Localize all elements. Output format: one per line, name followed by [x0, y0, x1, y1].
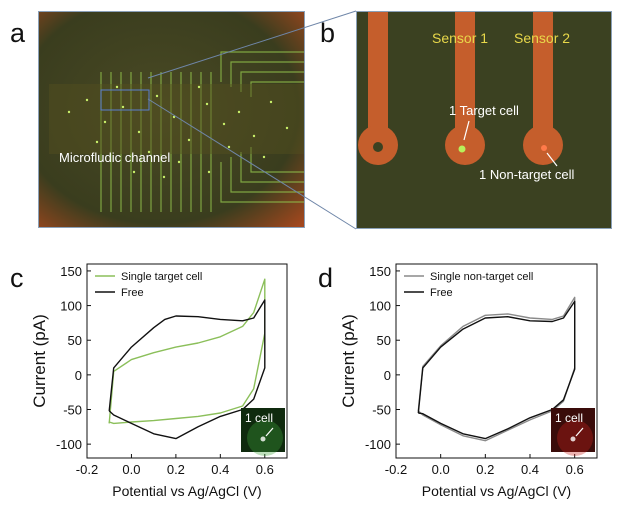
inset-image	[551, 408, 595, 452]
y-tick-label: 50	[377, 333, 391, 348]
y-tick-label: -50	[372, 403, 391, 418]
cv-chart-d: -0.2 0.0 0.2 0.4 0.6 150 100 50 0 -50 -100 Potentia…	[309, 250, 619, 505]
inset-label: 1 cell	[555, 411, 583, 425]
panel-b-letter: b	[320, 18, 336, 48]
x-tick-label: -0.2	[385, 462, 407, 477]
y-tick-label: 0	[75, 368, 82, 383]
inset-cell	[570, 436, 576, 442]
y-axis-label: Current (pA)	[339, 314, 358, 408]
legend-label: Free	[121, 287, 144, 299]
panel-c-letter: c	[10, 263, 24, 293]
y-tick-label: 100	[60, 299, 82, 314]
y-tick-label: 50	[68, 333, 82, 348]
series-line-1	[417, 300, 576, 440]
series-line-1	[108, 299, 266, 440]
inset-image	[241, 408, 285, 452]
target-cell	[458, 145, 466, 153]
cv-chart-c-svg: -0.2 0.0 0.2 0.4 0.6 150 100 50 0 -50 -100 Potentia…	[30, 263, 288, 499]
inset-arrow	[575, 427, 584, 437]
nontarget-cell-label: 1 Non-target cell	[479, 167, 574, 182]
panel-d-letter: d	[318, 263, 334, 293]
x-axis-label: Potential vs Ag/AgCl (V)	[112, 483, 261, 499]
inset-label: 1 cell	[245, 411, 273, 425]
x-tick-label: 0.6	[256, 462, 274, 477]
y-tick-label: 0	[384, 368, 391, 383]
channel	[49, 84, 304, 154]
x-tick-label: 0.0	[432, 462, 450, 477]
cv-chart-c: -0.2 0.0 0.2 0.4 0.6 150 100 50 0 -50 -100 Potentia…	[0, 250, 309, 505]
plot-frame	[395, 263, 598, 459]
x-tick-label: 0.0	[122, 462, 140, 477]
y-tick-label: -100	[56, 437, 82, 452]
cv-chart-d-svg: -0.2 0.0 0.2 0.4 0.6 150 100 50 0 -50 -100 Potentia…	[339, 263, 598, 499]
series-line-0	[108, 278, 266, 425]
plot-frame	[86, 263, 288, 459]
x-tick-label: 0.4	[211, 462, 229, 477]
sensor-1-label: Sensor 1	[432, 30, 488, 46]
microfluidic-channel-label: Microfludic channel	[59, 150, 170, 165]
target-cell-label: 1 Target cell	[449, 103, 519, 118]
y-tick-label: -100	[365, 437, 391, 452]
cell-dots	[67, 85, 289, 179]
legend-label: Single target cell	[121, 271, 202, 283]
microscope-image-b: Sensor 1 Sensor 2 1 Target cell 1 Non-ta…	[356, 11, 612, 229]
nontarget-cell	[541, 145, 547, 151]
empty-sensor-well	[373, 142, 383, 152]
panel-a-letter: a	[10, 18, 26, 48]
y-tick-label: 150	[60, 264, 82, 279]
x-axis-label: Potential vs Ag/AgCl (V)	[422, 483, 571, 499]
sensor-2-label: Sensor 2	[514, 30, 570, 46]
legend-label: Free	[430, 287, 453, 299]
legend-label: Single non-target cell	[430, 271, 533, 283]
x-tick-label: 0.6	[566, 462, 584, 477]
target-arrow	[463, 120, 470, 141]
x-tick-label: 0.4	[521, 462, 539, 477]
y-tick-label: -50	[63, 403, 82, 418]
inset-cell	[260, 436, 266, 442]
y-tick-label: 100	[369, 299, 391, 314]
x-tick-label: 0.2	[476, 462, 494, 477]
x-tick-label: -0.2	[76, 462, 98, 477]
microscope-image-a: Microfludic channel	[38, 11, 305, 228]
y-axis-label: Current (pA)	[30, 314, 49, 408]
y-tick-label: 150	[369, 264, 391, 279]
x-tick-label: 0.2	[167, 462, 185, 477]
zoom-connector	[147, 10, 357, 230]
image-background	[357, 12, 611, 228]
inset-arrow	[265, 427, 274, 437]
nontarget-arrow	[546, 152, 558, 167]
